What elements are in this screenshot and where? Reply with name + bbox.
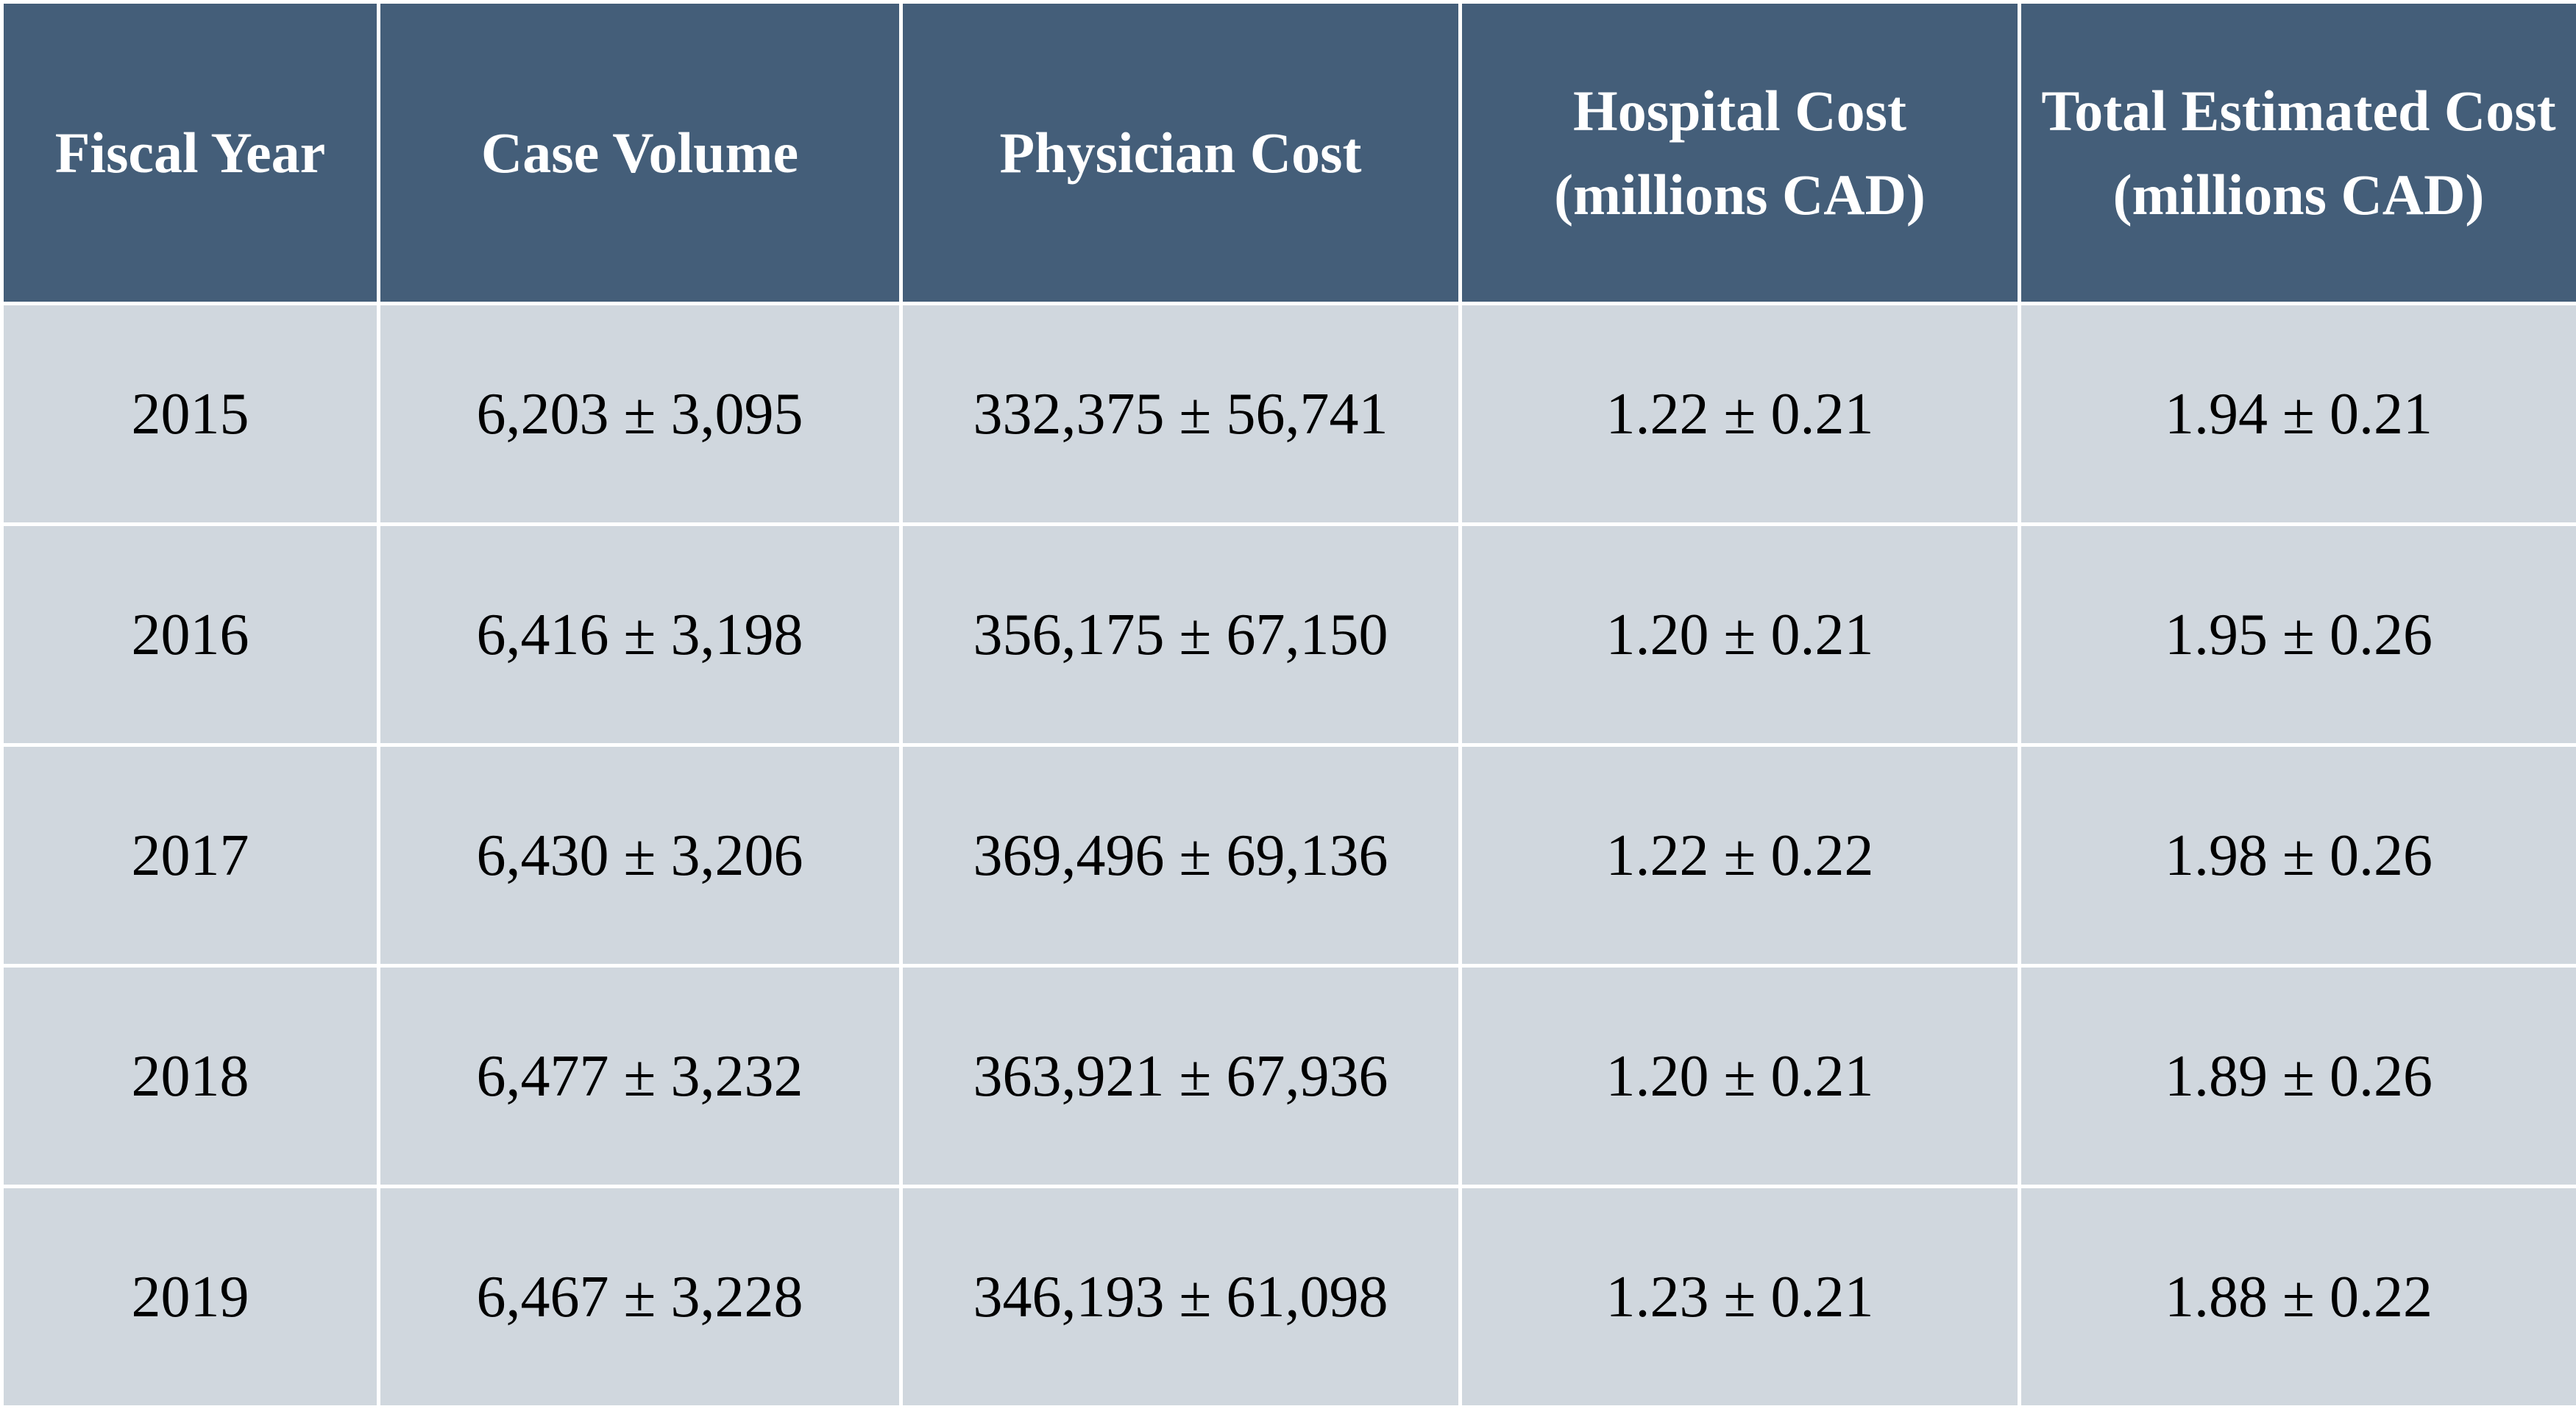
cell-hospital-cost: 1.20 ± 0.21 xyxy=(1458,964,2021,1188)
header-row: Fiscal Year Case Volume Physician Cost H… xyxy=(0,0,2576,305)
cell-physician-cost: 363,921 ± 67,936 xyxy=(899,964,1462,1188)
cell-hospital-cost: 1.23 ± 0.21 xyxy=(1458,1185,2021,1409)
cell-fiscal-year: 2015 xyxy=(0,302,380,526)
table-header: Fiscal Year Case Volume Physician Cost H… xyxy=(0,0,2576,305)
cell-case-volume: 6,467 ± 3,228 xyxy=(377,1185,903,1409)
cell-total-estimated-cost: 1.89 ± 0.26 xyxy=(2018,964,2576,1188)
table-row: 2015 6,203 ± 3,095 332,375 ± 56,741 1.22… xyxy=(0,302,2576,526)
cell-total-estimated-cost: 1.95 ± 0.26 xyxy=(2018,522,2576,747)
cell-total-estimated-cost: 1.98 ± 0.26 xyxy=(2018,743,2576,968)
cell-fiscal-year: 2019 xyxy=(0,1185,380,1409)
table-row: 2016 6,416 ± 3,198 356,175 ± 67,150 1.20… xyxy=(0,522,2576,747)
cell-physician-cost: 332,375 ± 56,741 xyxy=(899,302,1462,526)
table-row: 2017 6,430 ± 3,206 369,496 ± 69,136 1.22… xyxy=(0,743,2576,968)
table-body: 2015 6,203 ± 3,095 332,375 ± 56,741 1.22… xyxy=(0,302,2576,1409)
cell-physician-cost: 369,496 ± 69,136 xyxy=(899,743,1462,968)
cell-fiscal-year: 2017 xyxy=(0,743,380,968)
cell-fiscal-year: 2016 xyxy=(0,522,380,747)
cell-physician-cost: 356,175 ± 67,150 xyxy=(899,522,1462,747)
cell-physician-cost: 346,193 ± 61,098 xyxy=(899,1185,1462,1409)
cell-hospital-cost: 1.22 ± 0.21 xyxy=(1458,302,2021,526)
cell-fiscal-year: 2018 xyxy=(0,964,380,1188)
cell-case-volume: 6,416 ± 3,198 xyxy=(377,522,903,747)
header-fiscal-year: Fiscal Year xyxy=(0,0,380,305)
cell-case-volume: 6,203 ± 3,095 xyxy=(377,302,903,526)
cell-case-volume: 6,430 ± 3,206 xyxy=(377,743,903,968)
cell-hospital-cost: 1.20 ± 0.21 xyxy=(1458,522,2021,747)
header-physician-cost: Physician Cost xyxy=(899,0,1462,305)
cell-case-volume: 6,477 ± 3,232 xyxy=(377,964,903,1188)
header-hospital-cost: Hospital Cost (millions CAD) xyxy=(1458,0,2021,305)
header-case-volume: Case Volume xyxy=(377,0,903,305)
header-total-estimated-cost: Total Estimated Cost (millions CAD) xyxy=(2018,0,2576,305)
table-row: 2019 6,467 ± 3,228 346,193 ± 61,098 1.23… xyxy=(0,1185,2576,1409)
table-row: 2018 6,477 ± 3,232 363,921 ± 67,936 1.20… xyxy=(0,964,2576,1188)
cell-total-estimated-cost: 1.94 ± 0.21 xyxy=(2018,302,2576,526)
cell-hospital-cost: 1.22 ± 0.22 xyxy=(1458,743,2021,968)
cell-total-estimated-cost: 1.88 ± 0.22 xyxy=(2018,1185,2576,1409)
